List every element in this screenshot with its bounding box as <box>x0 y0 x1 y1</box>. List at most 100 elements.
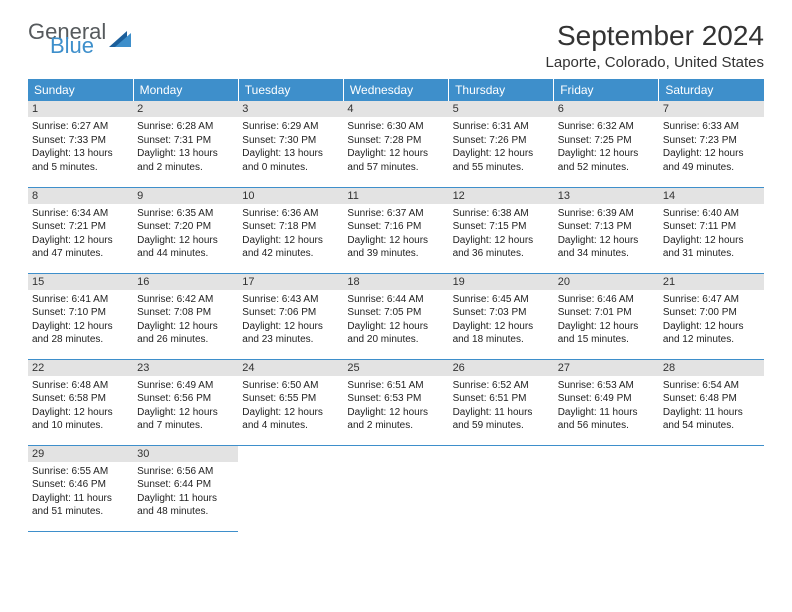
day-number: 30 <box>133 446 238 462</box>
day-info: Sunrise: 6:28 AMSunset: 7:31 PMDaylight:… <box>137 120 234 174</box>
day-number: 22 <box>28 360 133 376</box>
day-info: Sunrise: 6:37 AMSunset: 7:16 PMDaylight:… <box>347 207 444 261</box>
header: General Blue September 2024 Laporte, Col… <box>28 20 764 71</box>
day-number: 28 <box>659 360 764 376</box>
day-info: Sunrise: 6:39 AMSunset: 7:13 PMDaylight:… <box>558 207 655 261</box>
day-info: Sunrise: 6:35 AMSunset: 7:20 PMDaylight:… <box>137 207 234 261</box>
weekday-header: Monday <box>133 79 238 101</box>
day-info: Sunrise: 6:47 AMSunset: 7:00 PMDaylight:… <box>663 293 760 347</box>
calendar-cell: 27 Sunrise: 6:53 AMSunset: 6:49 PMDayligh… <box>554 359 659 445</box>
calendar-cell: 11 Sunrise: 6:37 AMSunset: 7:16 PMDayligh… <box>343 187 448 273</box>
day-info: Sunrise: 6:53 AMSunset: 6:49 PMDaylight:… <box>558 379 655 433</box>
day-number: 13 <box>554 188 659 204</box>
day-info: Sunrise: 6:40 AMSunset: 7:11 PMDaylight:… <box>663 207 760 261</box>
calendar-cell <box>554 445 659 531</box>
day-number: 25 <box>343 360 448 376</box>
calendar-cell: 9Sunrise: 6:35 AMSunset: 7:20 PMDaylight… <box>133 187 238 273</box>
day-info: Sunrise: 6:52 AMSunset: 6:51 PMDaylight:… <box>453 379 550 433</box>
weekday-header: Wednesday <box>343 79 448 101</box>
calendar-cell: 5Sunrise: 6:31 AMSunset: 7:26 PMDaylight… <box>449 101 554 187</box>
day-number: 4 <box>343 101 448 117</box>
day-number: 3 <box>238 101 343 117</box>
day-number: 6 <box>554 101 659 117</box>
calendar-cell: 28 Sunrise: 6:54 AMSunset: 6:48 PMDayligh… <box>659 359 764 445</box>
location: Laporte, Colorado, United States <box>546 54 764 71</box>
weekday-header: Saturday <box>659 79 764 101</box>
logo: General Blue <box>28 22 131 56</box>
day-info: Sunrise: 6:45 AMSunset: 7:03 PMDaylight:… <box>453 293 550 347</box>
calendar-cell: 20 Sunrise: 6:46 AMSunset: 7:01 PMDayligh… <box>554 273 659 359</box>
day-info: Sunrise: 6:56 AMSunset: 6:44 PMDaylight:… <box>137 465 234 519</box>
day-info: Sunrise: 6:29 AMSunset: 7:30 PMDaylight:… <box>242 120 339 174</box>
flag-icon <box>109 29 131 49</box>
calendar-cell: 3 Sunrise: 6:29 AMSunset: 7:30 PMDaylight… <box>238 101 343 187</box>
calendar-cell: 16 Sunrise: 6:42 AMSunset: 7:08 PMDayligh… <box>133 273 238 359</box>
calendar-cell: 8 Sunrise: 6:34 AMSunset: 7:21 PMDaylight… <box>28 187 133 273</box>
day-number: 18 <box>343 274 448 290</box>
weekday-header: Sunday <box>28 79 133 101</box>
calendar-cell: 7 Sunrise: 6:33 AMSunset: 7:23 PMDaylight… <box>659 101 764 187</box>
calendar-cell: 4 Sunrise: 6:30 AMSunset: 7:28 PMDaylight… <box>343 101 448 187</box>
calendar-cell: 6 Sunrise: 6:32 AMSunset: 7:25 PMDaylight… <box>554 101 659 187</box>
day-number: 17 <box>238 274 343 290</box>
day-number: 15 <box>28 274 133 290</box>
day-info: Sunrise: 6:50 AMSunset: 6:55 PMDaylight:… <box>242 379 339 433</box>
day-info: Sunrise: 6:42 AMSunset: 7:08 PMDaylight:… <box>137 293 234 347</box>
day-info: Sunrise: 6:49 AMSunset: 6:56 PMDaylight:… <box>137 379 234 433</box>
calendar-cell: 25 Sunrise: 6:51 AMSunset: 6:53 PMDayligh… <box>343 359 448 445</box>
day-info: Sunrise: 6:41 AMSunset: 7:10 PMDaylight:… <box>32 293 129 347</box>
day-number: 16 <box>133 274 238 290</box>
calendar-cell: 14Sunrise: 6:40 AMSunset: 7:11 PMDayligh… <box>659 187 764 273</box>
day-number: 21 <box>659 274 764 290</box>
day-info: Sunrise: 6:46 AMSunset: 7:01 PMDaylight:… <box>558 293 655 347</box>
calendar-cell: 26Sunrise: 6:52 AMSunset: 6:51 PMDayligh… <box>449 359 554 445</box>
day-info: Sunrise: 6:33 AMSunset: 7:23 PMDaylight:… <box>663 120 760 174</box>
calendar-cell: 30 Sunrise: 6:56 AMSunset: 6:44 PMDayligh… <box>133 445 238 531</box>
day-number: 8 <box>28 188 133 204</box>
month-title: September 2024 <box>546 20 764 52</box>
weekday-header: Friday <box>554 79 659 101</box>
calendar-cell: 17 Sunrise: 6:43 AMSunset: 7:06 PMDayligh… <box>238 273 343 359</box>
day-info: Sunrise: 6:54 AMSunset: 6:48 PMDaylight:… <box>663 379 760 433</box>
day-number: 24 <box>238 360 343 376</box>
day-info: Sunrise: 6:51 AMSunset: 6:53 PMDaylight:… <box>347 379 444 433</box>
calendar-cell: 18 Sunrise: 6:44 AMSunset: 7:05 PMDayligh… <box>343 273 448 359</box>
day-info: Sunrise: 6:36 AMSunset: 7:18 PMDaylight:… <box>242 207 339 261</box>
calendar-cell <box>238 445 343 531</box>
day-number: 11 <box>343 188 448 204</box>
calendar-cell <box>343 445 448 531</box>
calendar-cell: 29 Sunrise: 6:55 AMSunset: 6:46 PMDayligh… <box>28 445 133 531</box>
calendar-cell: 10 Sunrise: 6:36 AMSunset: 7:18 PMDayligh… <box>238 187 343 273</box>
day-number: 20 <box>554 274 659 290</box>
day-number: 29 <box>28 446 133 462</box>
day-info: Sunrise: 6:48 AMSunset: 6:58 PMDaylight:… <box>32 379 129 433</box>
day-info: Sunrise: 6:31 AMSunset: 7:26 PMDaylight:… <box>453 120 550 174</box>
day-info: Sunrise: 6:30 AMSunset: 7:28 PMDaylight:… <box>347 120 444 174</box>
day-info: Sunrise: 6:55 AMSunset: 6:46 PMDaylight:… <box>32 465 129 519</box>
day-number: 2 <box>133 101 238 117</box>
weekday-header-row: SundayMondayTuesdayWednesdayThursdayFrid… <box>28 79 764 101</box>
calendar-cell: 15 Sunrise: 6:41 AMSunset: 7:10 PMDayligh… <box>28 273 133 359</box>
calendar-cell: 19Sunrise: 6:45 AMSunset: 7:03 PMDayligh… <box>449 273 554 359</box>
calendar-cell: 13 Sunrise: 6:39 AMSunset: 7:13 PMDayligh… <box>554 187 659 273</box>
calendar-cell: 1Sunrise: 6:27 AMSunset: 7:33 PMDaylight… <box>28 101 133 187</box>
logo-text-blue: Blue <box>50 36 106 56</box>
calendar-cell: 22 Sunrise: 6:48 AMSunset: 6:58 PMDayligh… <box>28 359 133 445</box>
calendar-cell: 23 Sunrise: 6:49 AMSunset: 6:56 PMDayligh… <box>133 359 238 445</box>
weekday-header: Thursday <box>449 79 554 101</box>
day-info: Sunrise: 6:44 AMSunset: 7:05 PMDaylight:… <box>347 293 444 347</box>
calendar-cell: 21 Sunrise: 6:47 AMSunset: 7:00 PMDayligh… <box>659 273 764 359</box>
calendar-cell: 24 Sunrise: 6:50 AMSunset: 6:55 PMDayligh… <box>238 359 343 445</box>
day-number: 7 <box>659 101 764 117</box>
day-number: 23 <box>133 360 238 376</box>
day-number: 10 <box>238 188 343 204</box>
day-info: Sunrise: 6:43 AMSunset: 7:06 PMDaylight:… <box>242 293 339 347</box>
day-info: Sunrise: 6:32 AMSunset: 7:25 PMDaylight:… <box>558 120 655 174</box>
day-number: 27 <box>554 360 659 376</box>
calendar-table: SundayMondayTuesdayWednesdayThursdayFrid… <box>28 79 764 532</box>
day-info: Sunrise: 6:34 AMSunset: 7:21 PMDaylight:… <box>32 207 129 261</box>
day-number: 12 <box>449 188 554 204</box>
calendar-cell: 2 Sunrise: 6:28 AMSunset: 7:31 PMDaylight… <box>133 101 238 187</box>
day-info: Sunrise: 6:27 AMSunset: 7:33 PMDaylight:… <box>32 120 129 174</box>
calendar-cell <box>449 445 554 531</box>
